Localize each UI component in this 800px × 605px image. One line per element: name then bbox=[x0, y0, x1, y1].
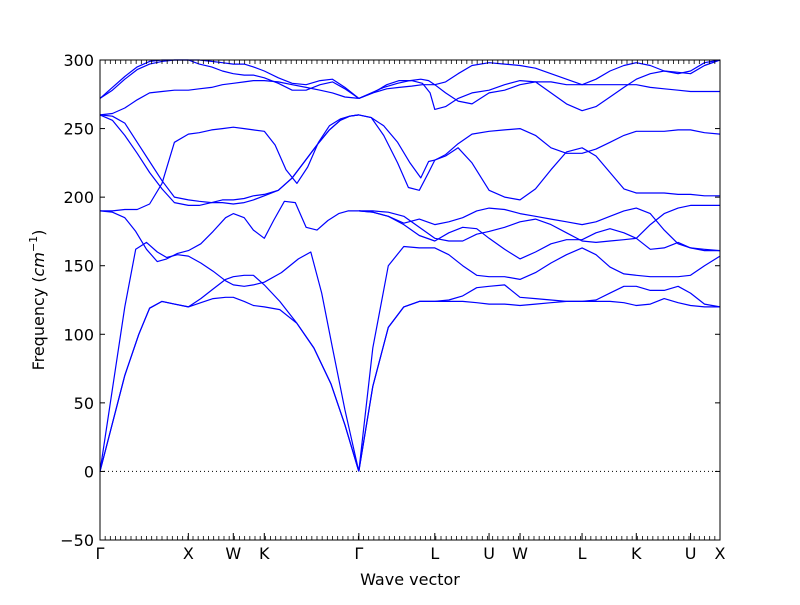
x-tick-label: K bbox=[631, 544, 642, 563]
band-line-11 bbox=[358, 298, 720, 472]
band-line-3 bbox=[99, 241, 360, 472]
series-lines bbox=[99, 59, 721, 472]
band-line-8 bbox=[99, 79, 359, 116]
band-line-17 bbox=[358, 114, 720, 201]
y-axis-label-close: ) bbox=[29, 230, 48, 236]
band-line-2 bbox=[99, 274, 360, 472]
x-tick-label: L bbox=[430, 544, 439, 563]
x-tick-label: X bbox=[715, 544, 726, 563]
y-axis-label-exponent: −1 bbox=[27, 236, 40, 252]
band-line-21 bbox=[358, 59, 721, 99]
band-line-20 bbox=[358, 59, 721, 112]
y-tick-label: 50 bbox=[74, 394, 94, 413]
band-line-9 bbox=[99, 59, 360, 99]
x-axis-label: Wave vector bbox=[360, 570, 460, 589]
band-line-13 bbox=[358, 245, 721, 472]
y-axis-label: Frequency (cm−1) bbox=[27, 230, 48, 371]
y-tick-label: 0 bbox=[84, 462, 94, 481]
x-tick-label: Γ bbox=[354, 544, 363, 563]
y-tick-label: 100 bbox=[63, 325, 94, 344]
y-axis-label-unit: cm bbox=[29, 252, 48, 276]
axis-ticks bbox=[99, 59, 721, 541]
y-tick-label: 250 bbox=[63, 120, 94, 139]
y-tick-label: 200 bbox=[63, 188, 94, 207]
x-tick-label: W bbox=[225, 544, 241, 563]
band-line-14 bbox=[358, 210, 721, 260]
y-axis-label-text: Frequency ( bbox=[29, 276, 48, 370]
x-tick-label: L bbox=[578, 544, 587, 563]
x-tick-label: K bbox=[259, 544, 270, 563]
band-line-12 bbox=[358, 284, 721, 472]
x-tick-label: U bbox=[685, 544, 697, 563]
band-line-15 bbox=[358, 204, 720, 243]
band-line-18 bbox=[358, 114, 721, 179]
band-line-5 bbox=[100, 114, 359, 212]
y-tick-label: 150 bbox=[63, 257, 94, 276]
band-line-16 bbox=[358, 207, 720, 252]
band-line-7 bbox=[99, 114, 359, 206]
band-line-1 bbox=[99, 296, 360, 472]
x-tick-label: X bbox=[183, 544, 194, 563]
x-tick-label: Γ bbox=[96, 544, 105, 563]
band-line-4 bbox=[99, 200, 359, 263]
band-line-10 bbox=[99, 59, 360, 99]
y-tick-label: 300 bbox=[63, 51, 94, 70]
x-tick-label: W bbox=[512, 544, 528, 563]
y-tick-label: −50 bbox=[60, 531, 94, 550]
plot-frame bbox=[99, 59, 721, 541]
x-tick-label: U bbox=[483, 544, 495, 563]
band-line-19 bbox=[358, 78, 720, 105]
